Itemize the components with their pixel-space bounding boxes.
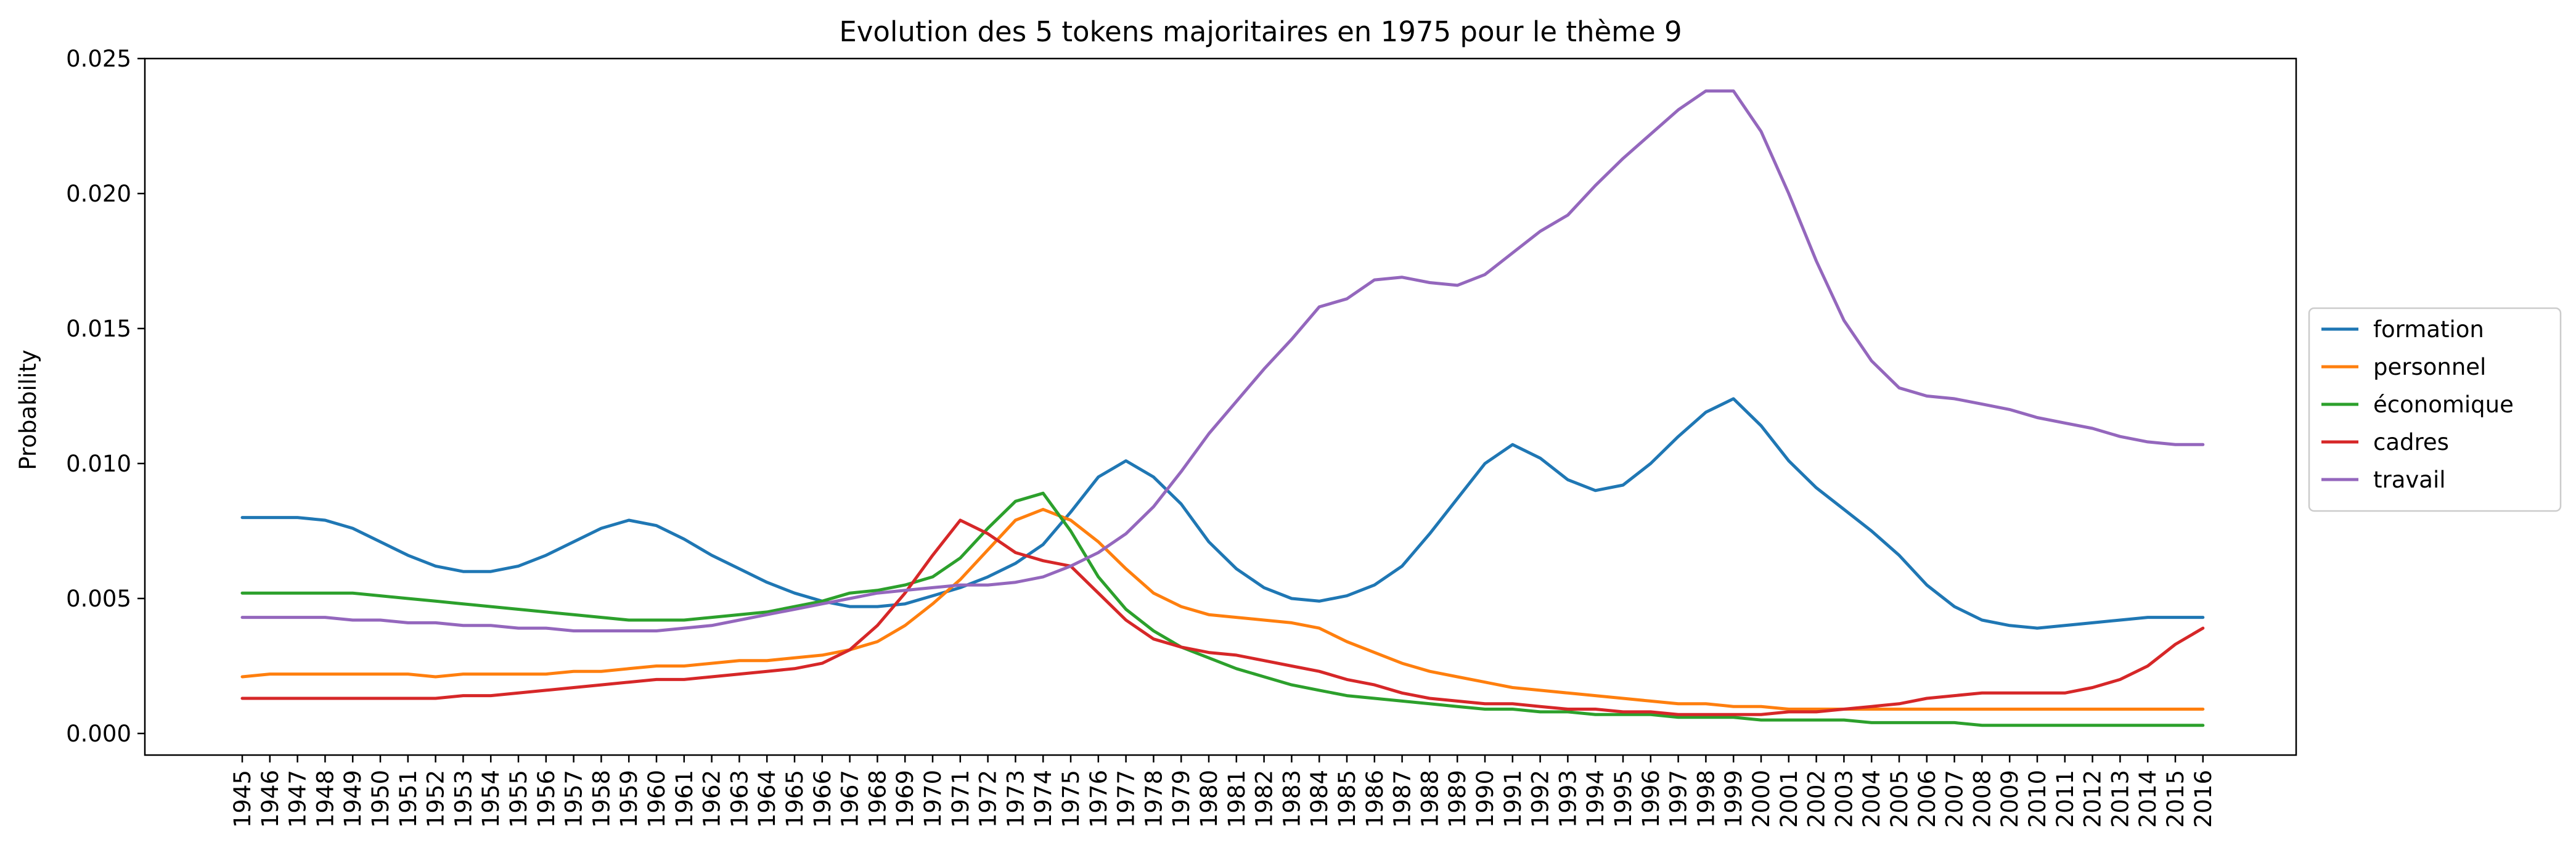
x-tick-label: 1983 bbox=[1278, 770, 1305, 828]
x-tick-label: 1984 bbox=[1306, 770, 1333, 828]
x-tick-label: 1997 bbox=[1666, 770, 1692, 828]
series-line-formation bbox=[240, 397, 2205, 630]
x-tick-label: 1985 bbox=[1334, 770, 1360, 828]
x-tick-label: 2011 bbox=[2052, 770, 2079, 828]
x-tick-label: 1970 bbox=[920, 770, 946, 828]
legend-label-cadres: cadres bbox=[2373, 429, 2449, 456]
series-line-travail bbox=[240, 89, 2205, 632]
x-tick-label: 1950 bbox=[367, 770, 394, 828]
y-axis-label: Probability bbox=[15, 349, 41, 470]
series-line-cadres bbox=[240, 518, 2205, 716]
x-tick-label: 1951 bbox=[395, 770, 422, 828]
x-tick-label: 1976 bbox=[1086, 770, 1112, 828]
x-tick-label: 1958 bbox=[588, 770, 615, 828]
x-tick-label: 2013 bbox=[2107, 770, 2133, 828]
x-tick-label: 1956 bbox=[533, 770, 560, 828]
x-tick-label: 1980 bbox=[1196, 770, 1222, 828]
x-tick-label: 2008 bbox=[1969, 770, 1995, 828]
x-tick-label: 1994 bbox=[1582, 770, 1609, 828]
x-tick-label: 1999 bbox=[1720, 770, 1747, 828]
x-tick-label: 1993 bbox=[1555, 770, 1581, 828]
x-tick-label: 2005 bbox=[1886, 770, 1913, 828]
legend-label-travail: travail bbox=[2373, 467, 2446, 493]
x-tick-label: 2012 bbox=[2080, 770, 2106, 828]
x-tick-label: 1952 bbox=[423, 770, 449, 828]
plot-frame bbox=[144, 57, 2297, 756]
x-tick-label: 2006 bbox=[1914, 770, 1940, 828]
x-tick-label: 1979 bbox=[1168, 770, 1195, 828]
x-tick-label: 1968 bbox=[864, 770, 891, 828]
x-tick-label: 1969 bbox=[892, 770, 918, 828]
x-tick-label: 1965 bbox=[782, 770, 808, 828]
x-tick-label: 1959 bbox=[616, 770, 642, 828]
x-tick-label: 1962 bbox=[699, 770, 726, 828]
x-tick-label: 2003 bbox=[1831, 770, 1857, 828]
x-tick-label: 1977 bbox=[1113, 770, 1140, 828]
x-tick-label: 1967 bbox=[837, 770, 864, 828]
y-tick-label: 0.015 bbox=[66, 316, 131, 342]
x-tick-label: 2002 bbox=[1804, 770, 1830, 828]
x-tick-label: 1964 bbox=[754, 770, 780, 828]
x-tick-label: 1966 bbox=[809, 770, 836, 828]
x-tick-label: 1991 bbox=[1500, 770, 1526, 828]
x-tick-label: 1955 bbox=[505, 770, 532, 828]
y-tick-label: 0.000 bbox=[66, 721, 131, 747]
x-tick-label: 1992 bbox=[1527, 770, 1554, 828]
x-tick-label: 1949 bbox=[340, 770, 366, 828]
x-tick-label: 2001 bbox=[1776, 770, 1802, 828]
x-tick-label: 1960 bbox=[644, 770, 670, 828]
x-tick-label: 1954 bbox=[478, 770, 504, 828]
x-tick-label: 1981 bbox=[1224, 770, 1250, 828]
legend-label-formation: formation bbox=[2373, 316, 2484, 343]
legend: formation personnel économique cadres travai… bbox=[2308, 307, 2562, 512]
x-tick-label: 1995 bbox=[1610, 770, 1637, 828]
legend-label-économique: économique bbox=[2373, 391, 2514, 418]
x-tick-label: 1945 bbox=[229, 770, 256, 828]
y-tick-label: 0.005 bbox=[66, 586, 131, 612]
x-tick-label: 1961 bbox=[671, 770, 698, 828]
x-tick-label: 1975 bbox=[1058, 770, 1084, 828]
x-tick-label: 2000 bbox=[1748, 770, 1775, 828]
x-tick-label: 1989 bbox=[1444, 770, 1471, 828]
x-tick-label: 2009 bbox=[1997, 770, 2023, 828]
x-tick-label: 1987 bbox=[1389, 770, 1416, 828]
legend-label-personnel: personnel bbox=[2373, 354, 2486, 380]
x-tick-label: 1948 bbox=[312, 770, 338, 828]
x-tick-label: 1974 bbox=[1030, 770, 1057, 828]
x-tick-label: 1982 bbox=[1251, 770, 1278, 828]
x-tick-label: 1953 bbox=[450, 770, 476, 828]
x-tick-label: 2016 bbox=[2190, 770, 2217, 828]
x-tick-label: 2007 bbox=[1942, 770, 1968, 828]
x-tick-label: 1947 bbox=[285, 770, 311, 828]
x-tick-label: 1972 bbox=[975, 770, 1002, 828]
x-tick-label: 1946 bbox=[257, 770, 284, 828]
x-tick-label: 1978 bbox=[1140, 770, 1167, 828]
x-tick-label: 2004 bbox=[1858, 770, 1885, 828]
x-tick-label: 1963 bbox=[726, 770, 753, 828]
series-line-personnel bbox=[240, 507, 2205, 711]
x-tick-label: 1990 bbox=[1472, 770, 1499, 828]
x-tick-label: 2015 bbox=[2162, 770, 2189, 828]
series-line-économique bbox=[240, 491, 2205, 727]
x-tick-label: 1996 bbox=[1638, 770, 1664, 828]
chart-title: Evolution des 5 tokens majoritaires en 1… bbox=[839, 15, 1682, 48]
y-tick-label: 0.025 bbox=[66, 46, 131, 72]
x-tick-label: 1988 bbox=[1417, 770, 1443, 828]
x-tick-label: 1971 bbox=[947, 770, 974, 828]
y-tick-label: 0.020 bbox=[66, 181, 131, 207]
x-tick-label: 1998 bbox=[1693, 770, 1719, 828]
x-tick-label: 1973 bbox=[1002, 770, 1029, 828]
x-tick-label: 1957 bbox=[561, 770, 587, 828]
x-tick-label: 1986 bbox=[1362, 770, 1388, 828]
x-tick-label: 2010 bbox=[2024, 770, 2051, 828]
legend-box bbox=[2308, 307, 2562, 512]
x-tick-label: 2014 bbox=[2135, 770, 2161, 828]
y-tick-label: 0.010 bbox=[66, 451, 131, 477]
